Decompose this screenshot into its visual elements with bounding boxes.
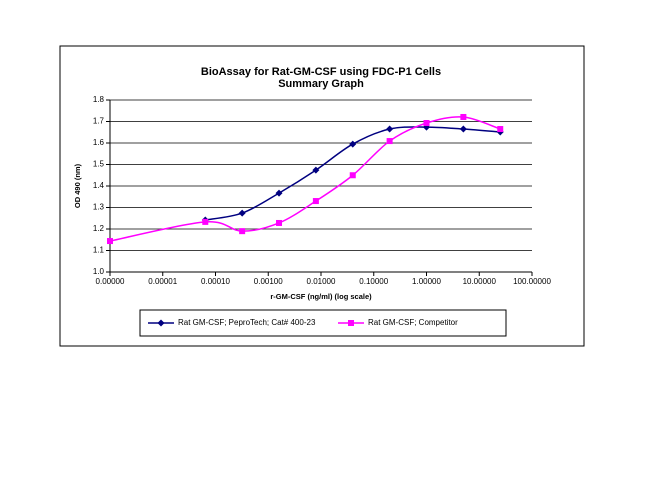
x-tick-label: 10.00000 (463, 277, 497, 286)
chart-subtitle: Summary Graph (278, 78, 364, 90)
marker (312, 198, 319, 205)
chart-title: BioAssay for Rat-GM-CSF using FDC-P1 Cel… (201, 66, 441, 78)
marker (238, 209, 246, 217)
y-tick-label: 1.6 (93, 138, 105, 147)
y-tick-label: 1.0 (93, 267, 105, 276)
marker (157, 319, 165, 327)
x-tick-label: 0.00001 (148, 277, 177, 286)
marker (349, 140, 357, 148)
marker (386, 125, 394, 133)
legend-label: Rat GM-CSF; PeproTech; Cat# 400-23 (178, 318, 316, 327)
marker (239, 228, 246, 235)
y-axis-title: OD 490 (nm) (73, 163, 82, 208)
marker (423, 120, 430, 127)
x-tick-label: 0.01000 (307, 277, 336, 286)
y-tick-label: 1.4 (93, 181, 105, 190)
marker (107, 238, 113, 245)
x-tick-label: 0.00000 (96, 277, 125, 286)
y-tick-label: 1.8 (93, 95, 105, 104)
legend-box (139, 309, 507, 337)
chart-frame (59, 45, 585, 347)
x-tick-label: 100.00000 (513, 277, 551, 286)
y-tick-label: 1.3 (93, 203, 105, 212)
x-axis-title: r-GM-CSF (ng/ml) (log scale) (270, 292, 372, 301)
marker (349, 172, 356, 179)
marker (202, 218, 209, 225)
x-tick-label: 0.00100 (254, 277, 283, 286)
marker (275, 189, 283, 197)
y-tick-label: 1.5 (93, 160, 105, 169)
y-tick-label: 1.2 (93, 224, 105, 233)
x-tick-label: 0.10000 (359, 277, 388, 286)
legend-label: Rat GM-CSF; Competitor (368, 318, 458, 327)
y-tick-label: 1.7 (93, 117, 105, 126)
marker (276, 219, 283, 226)
marker (460, 113, 467, 120)
marker (348, 320, 354, 326)
marker (459, 125, 467, 133)
marker (312, 166, 320, 174)
marker (497, 126, 504, 133)
marker (386, 138, 393, 145)
y-tick-label: 1.1 (93, 246, 105, 255)
x-tick-label: 1.00000 (412, 277, 441, 286)
series-line (109, 116, 501, 242)
x-tick-label: 0.00010 (201, 277, 230, 286)
